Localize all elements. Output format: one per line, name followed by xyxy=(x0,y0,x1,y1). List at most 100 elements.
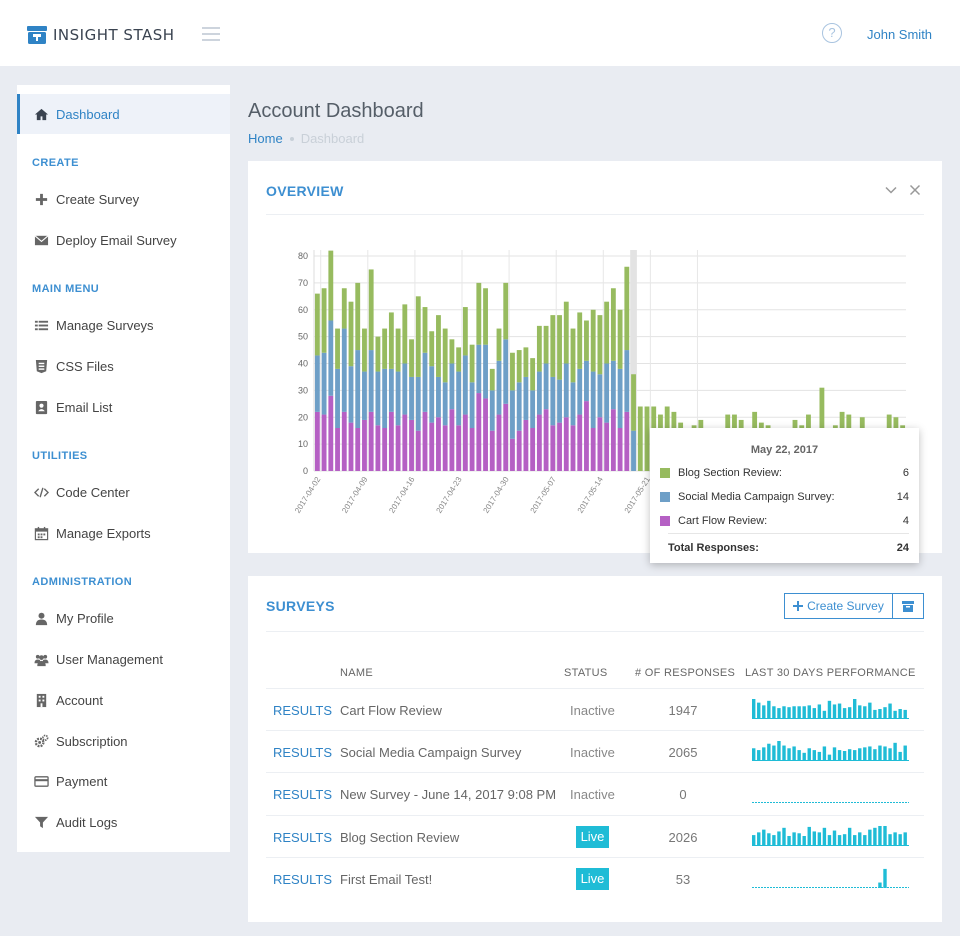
sidebar-item-deploy-email-survey[interactable]: Deploy Email Survey xyxy=(17,220,230,260)
bar-segment xyxy=(382,328,388,369)
bar-segment xyxy=(335,328,340,369)
sidebar-item-user-management[interactable]: User Management xyxy=(17,639,230,679)
results-link[interactable]: RESULTS xyxy=(273,787,332,802)
results-link[interactable]: RESULTS xyxy=(273,872,332,887)
bar-segment xyxy=(456,371,462,426)
bar-segment xyxy=(442,425,448,471)
bar-segment xyxy=(436,376,441,418)
panel-divider xyxy=(266,214,924,215)
app-logo[interactable]: INSIGHT STASH xyxy=(27,26,175,44)
bar-segment xyxy=(314,411,320,471)
bar-segment xyxy=(550,425,556,471)
bar-segment xyxy=(597,374,603,418)
y-tick-label: 30 xyxy=(298,385,308,395)
sidebar-item-manage-surveys[interactable]: Manage Surveys xyxy=(17,305,230,345)
bar-segment xyxy=(604,422,610,471)
bar-segment xyxy=(348,366,354,423)
sparkline-bar xyxy=(782,827,786,846)
create-survey-button[interactable]: Create Survey xyxy=(784,593,893,619)
survey-name: First Email Test! xyxy=(340,872,433,887)
sparkline-bar xyxy=(792,832,796,846)
gears-icon xyxy=(34,734,49,747)
sparkline xyxy=(752,699,909,719)
results-link[interactable]: RESULTS xyxy=(273,745,332,760)
sidebar-item-audit-logs[interactable]: Audit Logs xyxy=(17,802,230,842)
sparkline-bar xyxy=(837,703,842,719)
bar-segment xyxy=(362,328,367,372)
sparkline xyxy=(752,868,909,888)
collapse-chevron-icon[interactable] xyxy=(884,183,898,197)
sidebar: Dashboard CREATE Create Survey Deploy Em… xyxy=(17,85,230,852)
sparkline-bar xyxy=(807,826,811,846)
sidebar-item-email-list[interactable]: Email List xyxy=(17,387,230,427)
bar-segment xyxy=(469,428,475,471)
close-icon[interactable] xyxy=(908,183,922,197)
response-count: 2026 xyxy=(668,830,698,845)
sidebar-item-manage-exports[interactable]: Manage Exports xyxy=(17,513,230,553)
bar-segment xyxy=(395,328,401,372)
bar-segment xyxy=(375,336,381,372)
breadcrumb-home[interactable]: Home xyxy=(248,131,283,146)
y-tick-label: 40 xyxy=(298,359,308,369)
column-header-name[interactable]: NAME xyxy=(340,667,373,679)
plus-icon xyxy=(35,193,48,205)
sparkline-bar xyxy=(858,705,862,719)
sidebar-item-subscription[interactable]: Subscription xyxy=(17,721,230,761)
sparkline-bar xyxy=(772,706,776,719)
sidebar-item-my-profile[interactable]: My Profile xyxy=(17,598,230,638)
panel-divider xyxy=(266,631,924,632)
bar-segment xyxy=(449,339,455,364)
results-link[interactable]: RESULTS xyxy=(273,830,332,845)
status-text: Inactive xyxy=(570,745,615,760)
sidebar-item-account[interactable]: Account xyxy=(17,680,230,720)
bar-segment xyxy=(456,425,462,471)
status-text: Inactive xyxy=(570,703,615,718)
bar-segment xyxy=(449,363,455,410)
sidebar-item-create-survey[interactable]: Create Survey xyxy=(17,179,230,219)
user-menu[interactable]: John Smith xyxy=(867,27,933,42)
sidebar-item-label: Code Center xyxy=(56,484,130,500)
column-header-responses[interactable]: # OF RESPONSES xyxy=(635,667,736,679)
sparkline-bar xyxy=(757,750,761,761)
css3-icon xyxy=(35,359,48,373)
menu-toggle-icon[interactable] xyxy=(202,27,220,41)
bar-segment xyxy=(462,307,468,356)
sparkline-bar xyxy=(832,830,837,846)
column-header-status[interactable]: STATUS xyxy=(564,667,608,679)
sparkline-bar xyxy=(817,704,822,719)
survey-name: New Survey - June 14, 2017 9:08 PM xyxy=(340,787,557,802)
bar-segment xyxy=(536,414,542,471)
sidebar-section-administration: ADMINISTRATION xyxy=(32,576,133,588)
overview-title: OVERVIEW xyxy=(266,183,344,199)
y-tick-label: 60 xyxy=(298,305,308,315)
sparkline-bar xyxy=(837,835,842,846)
legend-swatch xyxy=(660,516,670,526)
bar-segment xyxy=(496,328,502,361)
sidebar-item-label: My Profile xyxy=(56,610,114,626)
help-icon[interactable]: ? xyxy=(822,23,842,43)
table-row: RESULTS Blog Section Review Live 2026 xyxy=(266,815,924,857)
bar-segment xyxy=(510,438,515,471)
sparkline-bar xyxy=(782,745,786,761)
breadcrumb: Home Dashboard xyxy=(248,131,364,146)
results-link[interactable]: RESULTS xyxy=(273,703,332,718)
bar-segment xyxy=(328,250,334,321)
sidebar-item-code-center[interactable]: Code Center xyxy=(17,472,230,512)
y-tick-label: 70 xyxy=(298,278,308,288)
sidebar-item-label: Payment xyxy=(56,773,108,789)
archive-button[interactable] xyxy=(892,593,924,619)
bar-segment xyxy=(570,328,576,383)
bar-segment xyxy=(341,288,347,329)
bar-segment xyxy=(523,347,529,377)
survey-name: Social Media Campaign Survey xyxy=(340,745,522,760)
sidebar-item-css-files[interactable]: CSS Files xyxy=(17,346,230,386)
sparkline xyxy=(752,826,909,846)
sidebar-item-payment[interactable]: Payment xyxy=(17,761,230,801)
bar-segment xyxy=(584,360,589,402)
sparkline-bar xyxy=(787,707,791,719)
sparkline-bar xyxy=(873,749,877,761)
sparkline-bar xyxy=(797,706,801,719)
sidebar-item-dashboard[interactable]: Dashboard xyxy=(17,94,230,134)
sparkline-bar xyxy=(878,745,882,761)
x-tick-label: 2017-04-09 xyxy=(340,475,370,515)
